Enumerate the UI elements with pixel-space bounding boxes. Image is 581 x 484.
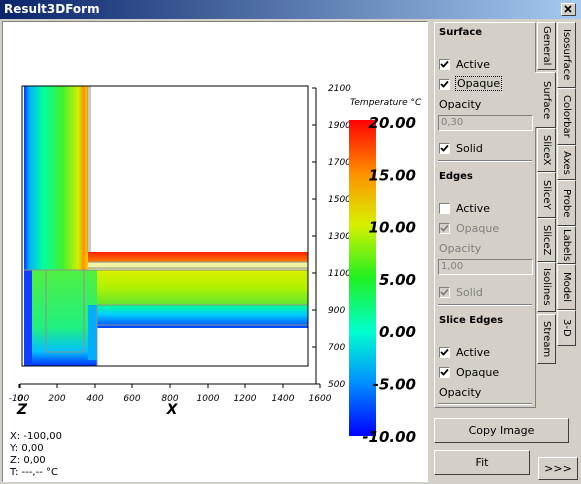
tick-label: 900: [328, 306, 345, 316]
checkbox-box: [439, 347, 450, 358]
checkbox-label: Solid: [456, 286, 483, 299]
colorbar-tick-label: 15.00: [369, 166, 416, 184]
spin-box[interactable]: 0,30: [438, 115, 533, 131]
tab[interactable]: 3-D: [557, 310, 576, 346]
tick-label: -100: [9, 394, 30, 404]
tick-label: 200: [48, 394, 65, 404]
axis-label: X: [166, 402, 179, 418]
tick-label: 1300: [328, 232, 351, 242]
field-label: Opacity: [439, 98, 482, 111]
group-title: Slice Edges: [439, 315, 504, 326]
title-bar: Result3DForm: [0, 0, 581, 19]
group-title: Edges: [439, 171, 473, 182]
colorbar-title: Temperature °C: [350, 98, 422, 108]
button[interactable]: Fit: [434, 450, 530, 475]
check-mark: [440, 348, 449, 356]
group-title: Surface: [439, 27, 483, 38]
check-mark: [440, 288, 449, 296]
heat-map: [21, 85, 309, 367]
plot-view: 2100 1900 1700 1500 1300 1100 900 700 500 -1000 2…: [9, 84, 422, 478]
group-frame: [438, 403, 532, 405]
colorbar-tick-label: -5.00: [373, 376, 416, 394]
checkbox-box: [439, 143, 450, 154]
checkbox-label: Solid: [456, 142, 483, 155]
check-mark: [440, 368, 449, 376]
tick-label: 2100: [328, 84, 351, 94]
probe-info: Y: 0,00: [9, 443, 44, 454]
axis-label: Z: [16, 402, 28, 418]
spin-value: 0,30: [441, 117, 464, 128]
spin-box[interactable]: 1,00: [438, 259, 533, 275]
colorbar-tick-label: 0.00: [379, 323, 416, 341]
group-frame: [438, 160, 532, 162]
tick-label: 0: [17, 394, 23, 404]
tab[interactable]: Isosurface: [557, 22, 576, 88]
spin-value: 1,00: [441, 261, 464, 272]
checkbox-label: Active: [456, 58, 491, 71]
tab[interactable]: Probe: [557, 180, 576, 226]
button[interactable]: >>>: [538, 457, 578, 480]
tab[interactable]: Model: [557, 264, 576, 310]
tick-label: 500: [328, 380, 345, 390]
field-label: Opacity: [439, 386, 482, 399]
checkbox-box: [439, 223, 450, 234]
tab[interactable]: Isolines: [537, 262, 556, 312]
tick-label: 1000: [197, 394, 220, 404]
probe-info: T: ---,-- °C: [9, 467, 58, 478]
checkbox-box: [439, 59, 450, 70]
colorbar-tick-label: 5.00: [379, 271, 416, 289]
check-mark: [440, 80, 449, 88]
colorbar-tick-label: -10.00: [362, 428, 416, 446]
field-label: Opacity: [439, 242, 482, 255]
checkbox-box: [439, 79, 450, 90]
close-icon: [564, 5, 572, 13]
checkbox-label: Opaque: [456, 222, 500, 235]
tab[interactable]: SliceZ: [537, 218, 556, 262]
checkbox-label: Active: [456, 346, 491, 359]
probe-info: X: -100,00: [10, 431, 62, 442]
tick-label: 400: [86, 394, 103, 404]
tab[interactable]: Axes: [557, 145, 576, 180]
tick-label: 1200: [234, 394, 257, 404]
tab[interactable]: SliceY: [537, 172, 556, 218]
group-frame: [438, 304, 532, 306]
button[interactable]: Copy Image: [434, 418, 569, 443]
button-label: >>>: [544, 462, 572, 475]
checkbox-label: Opaque: [456, 366, 500, 379]
button-label: Copy Image: [468, 424, 535, 437]
tick-label: 1400: [272, 394, 295, 404]
tab[interactable]: Stream: [537, 314, 556, 364]
tick-label: 700: [328, 343, 345, 353]
tab[interactable]: General: [537, 22, 556, 70]
check-mark: [440, 144, 449, 152]
tick-label: 1100: [328, 269, 351, 279]
colorbar-tick-label: 10.00: [369, 219, 416, 237]
tab-content: Surface Active Opaque Opacity 0,30 Solid…: [434, 22, 536, 408]
probe-info: Z: 0,00: [10, 455, 46, 466]
tick-label: 1500: [328, 195, 351, 205]
button-label: Fit: [475, 456, 489, 469]
colorbar: [349, 120, 376, 436]
tab[interactable]: Surface: [535, 72, 556, 128]
tick-label: 1700: [328, 158, 351, 168]
checkbox-label: Opaque: [454, 76, 503, 91]
tab[interactable]: SliceX: [537, 128, 556, 172]
checkbox-label: Active: [456, 202, 491, 215]
tick-label: 1900: [328, 121, 351, 131]
close-button[interactable]: [561, 3, 576, 16]
checkbox-box: [439, 203, 450, 214]
window-title: Result3DForm: [4, 2, 100, 16]
tick-label: 800: [161, 394, 178, 404]
tab[interactable]: Labels: [557, 226, 576, 264]
check-mark: [440, 224, 449, 232]
checkbox-box: [439, 367, 450, 378]
colorbar-tick-label: 20.00: [369, 114, 416, 132]
tick-label: 1600: [309, 394, 332, 404]
checkbox-box: [439, 287, 450, 298]
tick-label: 600: [123, 394, 140, 404]
tab[interactable]: Colorbar: [557, 88, 576, 145]
check-mark: [440, 60, 449, 68]
